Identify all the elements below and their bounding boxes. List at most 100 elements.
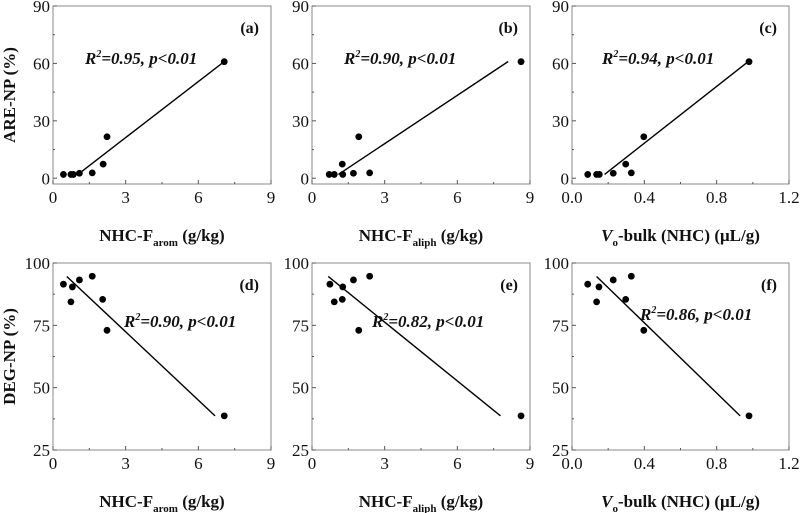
r-squared-superscript: 2	[354, 49, 360, 60]
r-symbol: R	[343, 49, 355, 68]
x-axis-title: NHC-Farom (g/kg)	[99, 492, 224, 513]
data-point	[330, 171, 338, 178]
x-axis-title-main: NHC-F	[99, 492, 153, 511]
y-tick-label: 25	[292, 441, 309, 460]
plot-frame	[311, 5, 531, 185]
stat-value: =0.94, p<0.01	[618, 49, 714, 68]
plot-frame	[571, 262, 790, 451]
x-axis-title: Vo-bulk (NHC) (μL/g)	[601, 226, 760, 249]
data-point	[350, 169, 357, 177]
regression-line	[596, 275, 741, 417]
x-axis-title-main: V	[601, 492, 614, 511]
data-point	[338, 160, 346, 168]
y-tick-label: 100	[25, 254, 51, 273]
data-point	[88, 169, 96, 177]
stat-value: =0.95, p<0.01	[101, 49, 197, 68]
x-axis-title-subscript: aliph	[413, 503, 437, 513]
x-axis-title-subscript: o	[612, 237, 618, 249]
y-tick-label: 75	[292, 316, 309, 335]
data-point	[325, 171, 333, 178]
x-axis-title-main: V	[601, 226, 614, 245]
x-tick-label: 0	[308, 188, 317, 207]
x-tick-label: 9	[267, 188, 276, 207]
y-tick-label: 50	[292, 379, 309, 398]
panel-label: (f)	[761, 277, 777, 294]
y-tick-label: 90	[33, 0, 50, 16]
x-tick-label: 0	[49, 188, 58, 207]
data-point	[627, 169, 635, 177]
x-tick-label: 0.4	[634, 188, 656, 207]
data-point	[595, 283, 603, 291]
x-axis-title-main: NHC-F	[359, 226, 413, 245]
x-axis-title-main: NHC-F	[359, 492, 413, 511]
y-axis-title: DEG-NP (%)	[0, 308, 19, 405]
regression-stat-label: R2=0.90, p<0.01	[123, 312, 236, 331]
data-point	[220, 412, 228, 420]
y-tick-label: 30	[292, 112, 309, 131]
x-axis-title-subscript: arom	[153, 503, 178, 513]
data-point	[67, 298, 75, 306]
x-tick-label: 3	[121, 454, 130, 473]
y-tick-label: 25	[552, 441, 569, 460]
x-axis-title-subscript: o	[612, 503, 618, 513]
y-tick-label: 90	[292, 0, 309, 16]
x-tick-label: 3	[380, 454, 389, 473]
y-tick-label: 30	[552, 112, 569, 131]
r-symbol: R	[601, 49, 613, 68]
stat-value: =0.90, p<0.01	[360, 49, 456, 68]
y-tick-label: 30	[33, 112, 50, 131]
data-point	[640, 326, 648, 334]
r-squared-superscript: 2	[134, 312, 140, 323]
y-tick-label: 100	[284, 254, 310, 273]
data-point	[745, 412, 753, 420]
plot-frame	[52, 5, 272, 185]
data-point	[593, 298, 600, 306]
x-tick-label: 9	[526, 454, 535, 473]
data-point	[350, 276, 357, 284]
y-tick-label: 50	[33, 379, 50, 398]
x-axis-title-subscript: aliph	[413, 237, 437, 249]
x-tick-label: 0	[308, 454, 317, 473]
data-point	[622, 160, 630, 168]
y-tick-label: 75	[552, 316, 569, 335]
data-point	[595, 171, 603, 178]
x-tick-label: 9	[267, 454, 276, 473]
data-point	[640, 133, 648, 141]
panel-e: 0 3 6 9 25 50 75 100 (e) R2=0.82, p<0.01 NHC-Falip…	[284, 254, 535, 513]
r-squared-superscript: 2	[612, 49, 618, 60]
data-point	[60, 171, 67, 178]
plot-frame	[52, 262, 272, 451]
r-squared-superscript: 2	[382, 312, 388, 323]
panel-label: (e)	[500, 277, 518, 294]
x-tick-label: 3	[380, 188, 389, 207]
x-tick-label: 6	[453, 188, 462, 207]
x-axis-title: NHC-Faliph (g/kg)	[359, 492, 483, 513]
r-squared-superscript: 2	[95, 49, 101, 60]
x-tick-label: 9	[526, 188, 535, 207]
data-point	[326, 280, 334, 288]
regression-line	[338, 60, 509, 176]
data-point	[76, 169, 83, 177]
y-tick-label: 100	[544, 254, 570, 273]
x-axis-title-main: NHC-F	[99, 226, 153, 245]
data-point	[339, 283, 347, 291]
data-point	[366, 169, 374, 177]
y-tick-label: 60	[292, 54, 309, 73]
data-point	[339, 171, 347, 178]
r-symbol: R	[123, 312, 135, 331]
data-point	[60, 280, 67, 288]
x-tick-label: 6	[453, 454, 462, 473]
data-point	[330, 298, 338, 306]
plot-frame	[571, 5, 790, 185]
data-point	[88, 272, 96, 280]
x-axis-title-unit: (g/kg)	[178, 492, 225, 511]
y-tick-label: 50	[552, 379, 569, 398]
x-tick-label: 1.2	[778, 188, 799, 207]
y-tick-label: 60	[552, 54, 569, 73]
panel-label: (a)	[240, 20, 259, 37]
panel-c: 0.0 0.4 0.8 1.2 0 30 60 90 (c) R2=0.94, p<0.01 Vo-…	[552, 0, 800, 249]
data-point	[69, 171, 77, 178]
stat-value: =0.86, p<0.01	[656, 305, 752, 324]
